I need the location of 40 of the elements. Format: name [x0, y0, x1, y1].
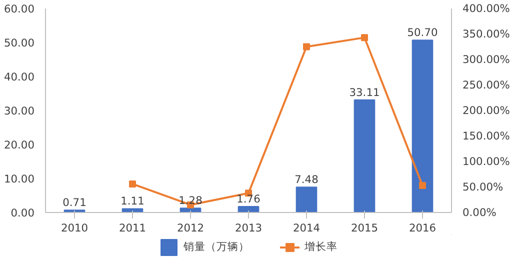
bar: [412, 40, 434, 212]
point: [129, 180, 136, 188]
text: 33.11: [349, 86, 380, 99]
legend-label: 增长率: [304, 240, 338, 254]
x-tick-label: 2010: [60, 222, 88, 234]
y-tick-label: 30.00: [4, 104, 35, 118]
y2-tick-label: 250.00%: [462, 78, 510, 92]
point: [303, 43, 310, 50]
y2-tick-label: 400.00%: [462, 2, 510, 15]
y2-tick-label: 350.00%: [462, 28, 510, 40]
y2-tick-label: 50.00%: [462, 180, 504, 194]
y-tick-label: 60.00: [4, 2, 35, 16]
text: 0.71: [62, 196, 86, 210]
text: 1.11: [120, 194, 144, 208]
x-tick-label: 2013: [234, 222, 262, 234]
legend-label: 销量（万辆）: [184, 240, 250, 254]
x-tick-label: 2012: [176, 222, 204, 234]
y2-tick-label: 300.00%: [462, 53, 510, 66]
bar: [296, 186, 318, 212]
y-tick-label: 0.00: [10, 206, 35, 220]
x-tick-label: 2014: [292, 222, 320, 234]
y2-tick-label: 200.00%: [462, 104, 510, 117]
x-tick-label: 2011: [118, 222, 146, 234]
bar: [354, 99, 376, 212]
y-tick-label: 50.00: [4, 36, 35, 50]
x-tick-label: 2016: [408, 222, 436, 234]
text: 1.76: [236, 192, 260, 206]
y2-tick-label: 0.00%: [462, 206, 496, 219]
x-tick-label: 2015: [350, 222, 378, 234]
bar: [238, 206, 260, 212]
text: 50.70: [407, 26, 438, 40]
y-tick-label: 20.00: [4, 138, 35, 152]
y2-tick-label: 150.00%: [462, 130, 510, 142]
y-tick-label: 10.00: [4, 172, 35, 186]
bar: [122, 208, 144, 212]
text: 7.48: [294, 173, 318, 186]
point: [419, 182, 426, 189]
y2-tick-label: 100.00%: [462, 155, 510, 168]
y-tick-label: 40.00: [4, 70, 35, 84]
point: [361, 34, 368, 42]
